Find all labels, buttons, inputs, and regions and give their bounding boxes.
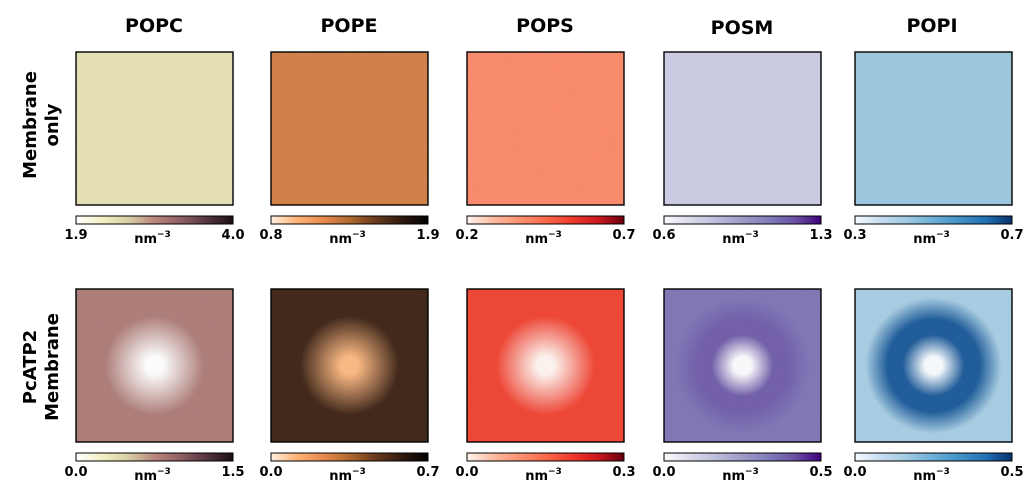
column-title-posm: POSM [711, 17, 774, 39]
heatmap-image [76, 52, 233, 205]
heatmap-image [664, 289, 821, 442]
panel-pops-row-2: 0.0 0.3 nm−3 [455, 288, 636, 483]
panel-frame [270, 51, 429, 206]
colorbar-tick-max: 0.5 [809, 465, 832, 480]
heatmap-panels: 1.9 4.0 nm−3 0.8 1.9 nm−3 0.2 0.7 nm−3 0.6 1.3 nm−3… [64, 51, 1023, 483]
row-label-line-1: PcATP2 [20, 330, 41, 404]
colorbar-tick-max: 0.7 [416, 465, 439, 480]
panel-pope-row-1: 0.8 1.9 nm−3 [259, 51, 440, 247]
heatmap-image [855, 52, 1012, 205]
colorbar-unit-label: nm−3 [329, 467, 366, 483]
colorbar: 0.0 0.3 nm−3 [455, 452, 636, 483]
panel-frame [75, 288, 234, 443]
panel-frame [75, 51, 234, 206]
row-label-pcatp2-membrane: PcATP2 Membrane [20, 313, 63, 421]
panel-pope-row-2: 0.0 0.7 nm−3 [259, 288, 440, 483]
panel-popi-row-1: 0.3 0.7 nm−3 [843, 51, 1023, 247]
colorbar-unit-label: nm−3 [913, 467, 950, 483]
heatmap-image [855, 289, 1012, 442]
row-label-line-2: only [42, 103, 63, 146]
colorbar: 0.3 0.7 nm−3 [843, 215, 1023, 247]
colorbar: 0.2 0.7 nm−3 [455, 215, 636, 247]
column-title-pops: POPS [516, 15, 574, 37]
colorbar-tick-min: 0.6 [652, 228, 675, 243]
panel-frame [854, 51, 1013, 206]
colorbar-tick-max: 0.7 [612, 228, 635, 243]
panel-pops-row-1: 0.2 0.7 nm−3 [455, 51, 636, 247]
colorbar-tick-min: 1.9 [64, 228, 87, 243]
colorbar-tick-min: 0.0 [64, 465, 87, 480]
panel-frame [663, 288, 822, 443]
panel-frame [854, 288, 1013, 443]
colorbar-tick-min: 0.0 [843, 465, 866, 480]
heatmap-image [467, 52, 624, 205]
colorbar-unit-label: nm−3 [722, 467, 759, 483]
colorbar: 0.0 0.5 nm−3 [652, 452, 833, 483]
heatmap-image [271, 52, 428, 205]
colorbar-tick-min: 0.8 [259, 228, 282, 243]
row-label-line-2: Membrane [42, 313, 63, 421]
row-label-membrane-only: Membrane only [20, 71, 63, 179]
panel-frame [466, 51, 625, 206]
column-title-popi: POPI [906, 15, 957, 37]
colorbar-unit-label: nm−3 [722, 230, 759, 247]
colorbar: 0.0 0.7 nm−3 [259, 452, 440, 483]
colorbar-tick-max: 0.5 [1000, 465, 1023, 480]
colorbar: 0.0 1.5 nm−3 [64, 452, 245, 483]
heatmap-image [467, 289, 624, 442]
colorbar-unit-label: nm−3 [525, 230, 562, 247]
panel-frame [663, 51, 822, 206]
colorbar-unit-label: nm−3 [134, 467, 171, 483]
panel-popc-row-1: 1.9 4.0 nm−3 [64, 51, 245, 247]
colorbar: 1.9 4.0 nm−3 [64, 215, 245, 247]
panel-frame [270, 288, 429, 443]
panel-posm-row-1: 0.6 1.3 nm−3 [652, 51, 833, 247]
panel-frame [466, 288, 625, 443]
colorbar-unit-label: nm−3 [329, 230, 366, 247]
colorbar-tick-min: 0.2 [455, 228, 478, 243]
panel-popc-row-2: 0.0 1.5 nm−3 [64, 288, 245, 483]
column-title-popc: POPC [125, 15, 183, 37]
colorbar: 0.8 1.9 nm−3 [259, 215, 440, 247]
heatmap-image [76, 289, 233, 442]
colorbar-tick-max: 0.3 [612, 465, 635, 480]
heatmap-image [271, 289, 428, 442]
colorbar-unit-label: nm−3 [525, 467, 562, 483]
colorbar: 0.6 1.3 nm−3 [652, 215, 833, 247]
colorbar-tick-max: 0.7 [1000, 228, 1023, 243]
colorbar-tick-min: 0.3 [843, 228, 866, 243]
colorbar-tick-min: 0.0 [652, 465, 675, 480]
colorbar-tick-max: 1.9 [416, 228, 439, 243]
colorbar-tick-max: 4.0 [221, 228, 244, 243]
colorbar-tick-min: 0.0 [455, 465, 478, 480]
colorbar-unit-label: nm−3 [134, 230, 171, 247]
column-titles: POPC POPE POPS POSM POPI [125, 15, 958, 39]
panel-posm-row-2: 0.0 0.5 nm−3 [652, 288, 833, 483]
colorbar-unit-label: nm−3 [913, 230, 950, 247]
column-title-pope: POPE [321, 15, 378, 37]
colorbar-tick-max: 1.5 [221, 465, 244, 480]
colorbar: 0.0 0.5 nm−3 [843, 452, 1023, 483]
heatmap-image [664, 52, 821, 205]
colorbar-tick-min: 0.0 [259, 465, 282, 480]
colorbar-tick-max: 1.3 [809, 228, 832, 243]
row-label-line-1: Membrane [20, 71, 41, 179]
panel-popi-row-2: 0.0 0.5 nm−3 [843, 288, 1023, 483]
